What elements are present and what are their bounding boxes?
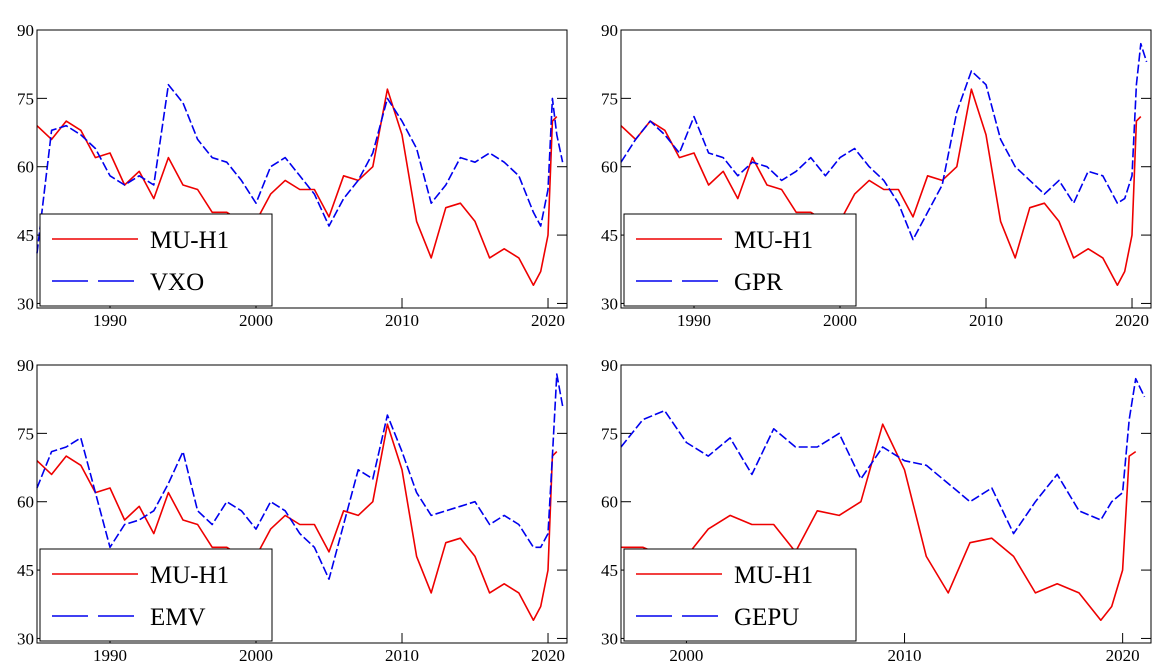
chart-panel-bottom-right: 30 45 60 75 90 2000 2010 2020 MU-H1 GEPU	[601, 356, 1152, 665]
plot-frame	[36, 29, 568, 309]
y-tick-label: 75	[17, 424, 34, 443]
y-tick-label: 75	[601, 89, 618, 108]
legend-box	[39, 213, 273, 307]
legend-label-mu-h1: MU-H1	[734, 227, 813, 254]
x-tick-label: 2010	[385, 646, 419, 665]
x-tick-label: 2010	[888, 646, 922, 665]
series-line-mu-h1	[36, 88, 558, 287]
x-tick-label: 2000	[669, 646, 703, 665]
x-tick-label: 2020	[1106, 646, 1140, 665]
plot-frame	[620, 29, 1152, 309]
y-tick-label: 30	[17, 629, 34, 648]
legend: MU-H1 GEPU	[623, 548, 857, 642]
x-tick-label: 1990	[93, 311, 127, 330]
y-tick-label: 75	[601, 424, 618, 443]
x-tick-label: 2010	[969, 311, 1003, 330]
y-tick-label: 45	[17, 226, 34, 245]
legend-box	[623, 213, 857, 307]
y-tick-label: 90	[17, 21, 34, 40]
x-tick-label: 1990	[677, 311, 711, 330]
y-tick-label: 75	[17, 89, 34, 108]
series-line-mu-h1	[620, 88, 1142, 287]
legend-label-vxo: VXO	[150, 269, 204, 296]
legend: MU-H1 VXO	[39, 213, 273, 307]
legend: MU-H1 GPR	[623, 213, 857, 307]
legend-label-mu-h1: MU-H1	[734, 562, 813, 589]
y-tick-label: 45	[601, 561, 618, 580]
series-line-gepu	[620, 377, 1146, 535]
series-line-mu-h1	[36, 423, 558, 622]
x-tick-label: 1990	[93, 646, 127, 665]
x-tick-label: 2000	[239, 311, 273, 330]
x-tick-label: 2020	[531, 311, 565, 330]
y-tick-label: 60	[17, 158, 34, 177]
legend: MU-H1 EMV	[39, 548, 273, 642]
plot-frame	[620, 364, 1152, 644]
legend-label-gpr: GPR	[734, 269, 783, 296]
y-tick-label: 45	[601, 226, 618, 245]
legend-label-mu-h1: MU-H1	[150, 562, 229, 589]
chart-panel-top-left: 30 45 60 75 90 1990 2000 2010 2020 MU-H1 VXO	[17, 21, 568, 330]
plot-frame	[36, 364, 568, 644]
legend-label-emv: EMV	[150, 604, 206, 631]
x-tick-label: 2000	[239, 646, 273, 665]
x-tick-label: 2000	[823, 311, 857, 330]
series-line-gpr	[620, 42, 1148, 241]
y-tick-label: 60	[601, 158, 618, 177]
y-tick-label: 90	[601, 21, 618, 40]
y-tick-label: 30	[17, 294, 34, 313]
y-tick-label: 60	[601, 493, 618, 512]
legend-label-gepu: GEPU	[734, 604, 799, 631]
series-line-mu-h1	[621, 423, 1137, 622]
y-tick-label: 90	[601, 356, 618, 375]
chart-panel-top-right: 30 45 60 75 90 1990 2000 2010 2020 MU-H1 GPR	[601, 21, 1152, 330]
y-tick-label: 30	[601, 629, 618, 648]
chart-panel-bottom-left: 30 45 60 75 90 1990 2000 2010 2020 MU-H1 EMV	[17, 356, 568, 665]
y-tick-label: 90	[17, 356, 34, 375]
x-tick-label: 2010	[385, 311, 419, 330]
x-tick-label: 2020	[1115, 311, 1149, 330]
legend-box	[623, 548, 857, 642]
series-line-vxo	[36, 83, 564, 254]
y-tick-label: 30	[601, 294, 618, 313]
legend-box	[39, 548, 273, 642]
x-tick-label: 2020	[531, 646, 565, 665]
y-tick-label: 45	[17, 561, 34, 580]
legend-label-mu-h1: MU-H1	[150, 227, 229, 254]
series-line-emv	[36, 373, 564, 580]
y-tick-label: 60	[17, 493, 34, 512]
